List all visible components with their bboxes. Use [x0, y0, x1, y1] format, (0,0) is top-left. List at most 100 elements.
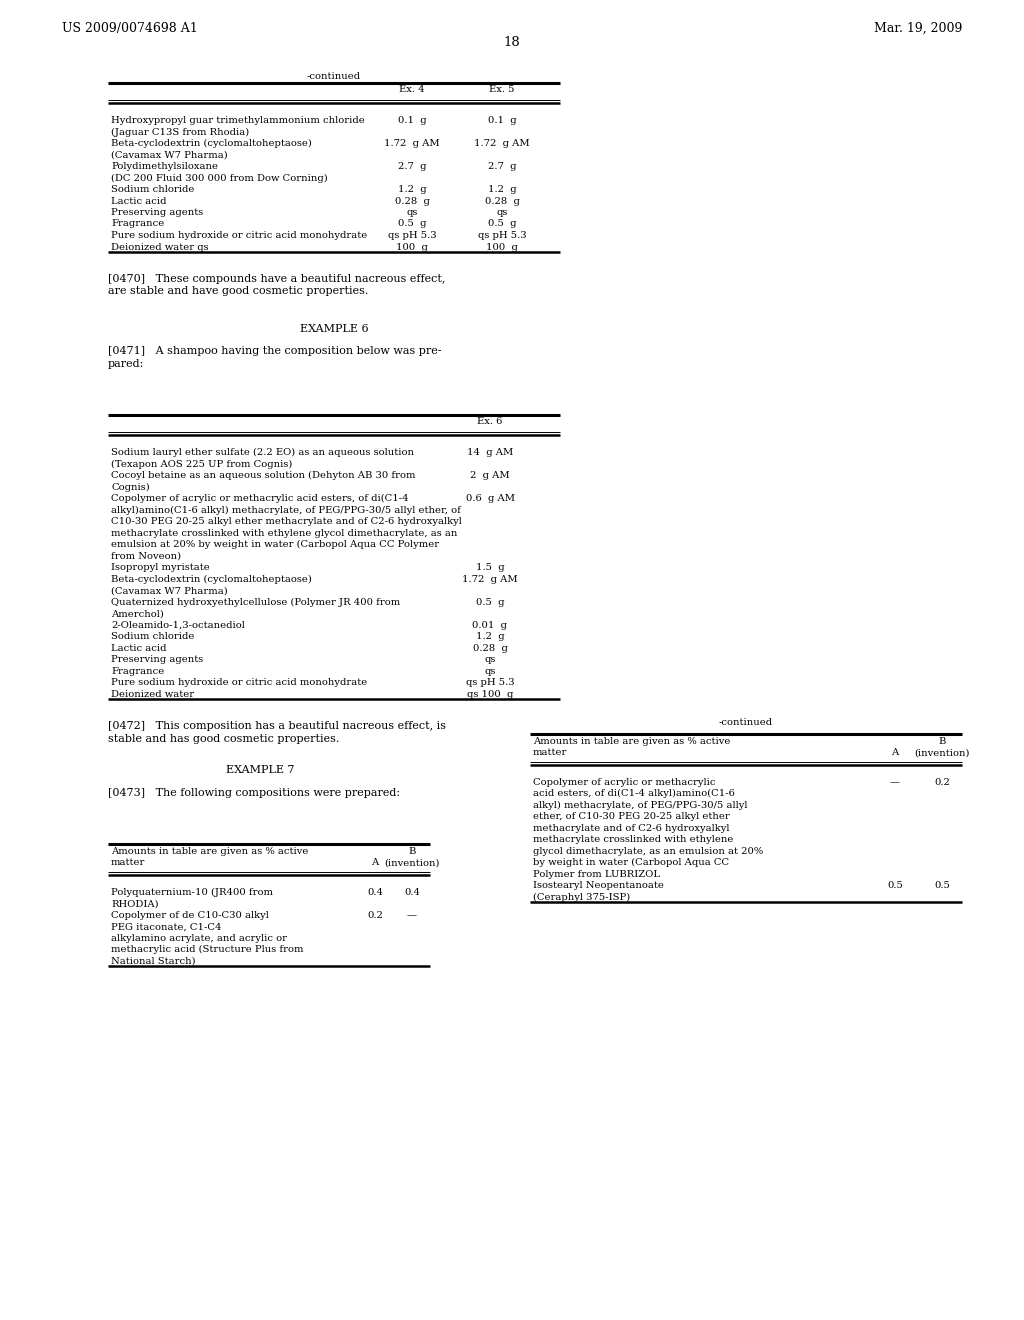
Text: Sodium lauryl ether sulfate (2.2 EO) as an aqueous solution: Sodium lauryl ether sulfate (2.2 EO) as …	[111, 449, 414, 457]
Text: A: A	[891, 748, 899, 758]
Text: stable and has good cosmetic properties.: stable and has good cosmetic properties.	[108, 734, 339, 743]
Text: US 2009/0074698 A1: US 2009/0074698 A1	[62, 22, 198, 36]
Text: alkyl) methacrylate, of PEG/PPG-30/5 allyl: alkyl) methacrylate, of PEG/PPG-30/5 all…	[534, 801, 748, 810]
Text: Amerchol): Amerchol)	[111, 610, 164, 618]
Text: 0.5  g: 0.5 g	[476, 598, 504, 607]
Text: 1.72  g AM: 1.72 g AM	[474, 139, 529, 148]
Text: glycol dimethacrylate, as an emulsion at 20%: glycol dimethacrylate, as an emulsion at…	[534, 846, 763, 855]
Text: qs pH 5.3: qs pH 5.3	[466, 678, 514, 688]
Text: Ex. 5: Ex. 5	[489, 84, 515, 94]
Text: PEG itaconate, C1-C4: PEG itaconate, C1-C4	[111, 923, 221, 931]
Text: 0.4: 0.4	[367, 888, 383, 896]
Text: 0.2: 0.2	[367, 911, 383, 920]
Text: 100  g: 100 g	[396, 243, 428, 252]
Text: matter: matter	[111, 858, 145, 867]
Text: 2.7  g: 2.7 g	[487, 162, 516, 172]
Text: 0.28  g: 0.28 g	[472, 644, 508, 653]
Text: qs: qs	[497, 209, 508, 216]
Text: —: —	[407, 911, 417, 920]
Text: [0473]   The following compositions were prepared:: [0473] The following compositions were p…	[108, 788, 400, 797]
Text: methacrylic acid (Structure Plus from: methacrylic acid (Structure Plus from	[111, 945, 303, 954]
Text: ether, of C10-30 PEG 20-25 alkyl ether: ether, of C10-30 PEG 20-25 alkyl ether	[534, 812, 730, 821]
Text: Isopropyl myristate: Isopropyl myristate	[111, 564, 210, 573]
Text: 0.28  g: 0.28 g	[484, 197, 519, 206]
Text: 2  g AM: 2 g AM	[470, 471, 510, 480]
Text: qs 100  g: qs 100 g	[467, 690, 513, 698]
Text: 2.7  g: 2.7 g	[397, 162, 426, 172]
Text: 1.5  g: 1.5 g	[476, 564, 504, 573]
Text: Quaternized hydroxyethylcellulose (Polymer JR 400 from: Quaternized hydroxyethylcellulose (Polym…	[111, 598, 400, 607]
Text: Copolymer of acrylic or methacrylic acid esters, of di(C1-4: Copolymer of acrylic or methacrylic acid…	[111, 494, 409, 503]
Text: 0.6  g AM: 0.6 g AM	[466, 494, 514, 503]
Text: Pure sodium hydroxide or citric acid monohydrate: Pure sodium hydroxide or citric acid mon…	[111, 678, 368, 688]
Text: Beta-cyclodextrin (cyclomaltoheptaose): Beta-cyclodextrin (cyclomaltoheptaose)	[111, 574, 312, 583]
Text: Fragrance: Fragrance	[111, 667, 164, 676]
Text: 0.2: 0.2	[934, 777, 950, 787]
Text: [0472]   This composition has a beautiful nacreous effect, is: [0472] This composition has a beautiful …	[108, 721, 446, 731]
Text: Amounts in table are given as % active: Amounts in table are given as % active	[534, 737, 730, 746]
Text: EXAMPLE 6: EXAMPLE 6	[300, 323, 369, 334]
Text: Deionized water qs: Deionized water qs	[111, 243, 209, 252]
Text: 1.72  g AM: 1.72 g AM	[462, 574, 518, 583]
Text: [0471]   A shampoo having the composition below was pre-: [0471] A shampoo having the composition …	[108, 346, 441, 356]
Text: alkylamino acrylate, and acrylic or: alkylamino acrylate, and acrylic or	[111, 933, 287, 942]
Text: 1.2  g: 1.2 g	[397, 185, 426, 194]
Text: —: —	[890, 777, 900, 787]
Text: 1.2  g: 1.2 g	[476, 632, 504, 642]
Text: qs: qs	[484, 667, 496, 676]
Text: (Cavamax W7 Pharma): (Cavamax W7 Pharma)	[111, 150, 227, 160]
Text: Polymer from LUBRIZOL: Polymer from LUBRIZOL	[534, 870, 660, 879]
Text: Beta-cyclodextrin (cyclomaltoheptaose): Beta-cyclodextrin (cyclomaltoheptaose)	[111, 139, 312, 148]
Text: Mar. 19, 2009: Mar. 19, 2009	[873, 22, 962, 36]
Text: methacrylate crosslinked with ethylene glycol dimethacrylate, as an: methacrylate crosslinked with ethylene g…	[111, 529, 458, 537]
Text: 0.5: 0.5	[934, 882, 950, 890]
Text: Preserving agents: Preserving agents	[111, 655, 203, 664]
Text: 0.1  g: 0.1 g	[397, 116, 426, 125]
Text: Hydroxypropyl guar trimethylammonium chloride: Hydroxypropyl guar trimethylammonium chl…	[111, 116, 365, 125]
Text: -continued: -continued	[719, 718, 773, 727]
Text: Lactic acid: Lactic acid	[111, 644, 167, 653]
Text: 0.5  g: 0.5 g	[397, 219, 426, 228]
Text: 0.5: 0.5	[887, 882, 903, 890]
Text: qs pH 5.3: qs pH 5.3	[477, 231, 526, 240]
Text: National Starch): National Starch)	[111, 957, 196, 966]
Text: Cognis): Cognis)	[111, 483, 150, 492]
Text: B: B	[938, 737, 946, 746]
Text: qs: qs	[484, 655, 496, 664]
Text: 14  g AM: 14 g AM	[467, 449, 513, 457]
Text: methacrylate and of C2-6 hydroxyalkyl: methacrylate and of C2-6 hydroxyalkyl	[534, 824, 729, 833]
Text: 18: 18	[504, 36, 520, 49]
Text: acid esters, of di(C1-4 alkyl)amino(C1-6: acid esters, of di(C1-4 alkyl)amino(C1-6	[534, 789, 735, 799]
Text: Copolymer of de C10-C30 alkyl: Copolymer of de C10-C30 alkyl	[111, 911, 269, 920]
Text: Deionized water: Deionized water	[111, 690, 195, 698]
Text: from Noveon): from Noveon)	[111, 552, 181, 561]
Text: matter: matter	[534, 748, 567, 758]
Text: (Cavamax W7 Pharma): (Cavamax W7 Pharma)	[111, 586, 227, 595]
Text: RHODIA): RHODIA)	[111, 899, 159, 908]
Text: are stable and have good cosmetic properties.: are stable and have good cosmetic proper…	[108, 286, 369, 297]
Text: (invention): (invention)	[384, 858, 439, 867]
Text: Cocoyl betaine as an aqueous solution (Dehyton AB 30 from: Cocoyl betaine as an aqueous solution (D…	[111, 471, 416, 480]
Text: 0.01  g: 0.01 g	[472, 620, 508, 630]
Text: Ex. 4: Ex. 4	[399, 84, 425, 94]
Text: EXAMPLE 7: EXAMPLE 7	[225, 766, 294, 775]
Text: Polyquaternium-10 (JR400 from: Polyquaternium-10 (JR400 from	[111, 888, 273, 896]
Text: Ex. 6: Ex. 6	[477, 417, 503, 426]
Text: by weight in water (Carbopol Aqua CC: by weight in water (Carbopol Aqua CC	[534, 858, 729, 867]
Text: Lactic acid: Lactic acid	[111, 197, 167, 206]
Text: Amounts in table are given as % active: Amounts in table are given as % active	[111, 846, 308, 855]
Text: Isostearyl Neopentanoate: Isostearyl Neopentanoate	[534, 882, 664, 890]
Text: alkyl)amino(C1-6 alkyl) methacrylate, of PEG/PPG-30/5 allyl ether, of: alkyl)amino(C1-6 alkyl) methacrylate, of…	[111, 506, 461, 515]
Text: 100  g: 100 g	[486, 243, 518, 252]
Text: methacrylate crosslinked with ethylene: methacrylate crosslinked with ethylene	[534, 836, 733, 845]
Text: 1.2  g: 1.2 g	[487, 185, 516, 194]
Text: B: B	[409, 846, 416, 855]
Text: 2-Oleamido-1,3-octanediol: 2-Oleamido-1,3-octanediol	[111, 620, 245, 630]
Text: C10-30 PEG 20-25 alkyl ether methacrylate and of C2-6 hydroxyalkyl: C10-30 PEG 20-25 alkyl ether methacrylat…	[111, 517, 462, 527]
Text: qs: qs	[407, 209, 418, 216]
Text: Sodium chloride: Sodium chloride	[111, 185, 195, 194]
Text: (DC 200 Fluid 300 000 from Dow Corning): (DC 200 Fluid 300 000 from Dow Corning)	[111, 173, 328, 182]
Text: 0.28  g: 0.28 g	[394, 197, 429, 206]
Text: -continued: -continued	[307, 73, 361, 81]
Text: 1.72  g AM: 1.72 g AM	[384, 139, 440, 148]
